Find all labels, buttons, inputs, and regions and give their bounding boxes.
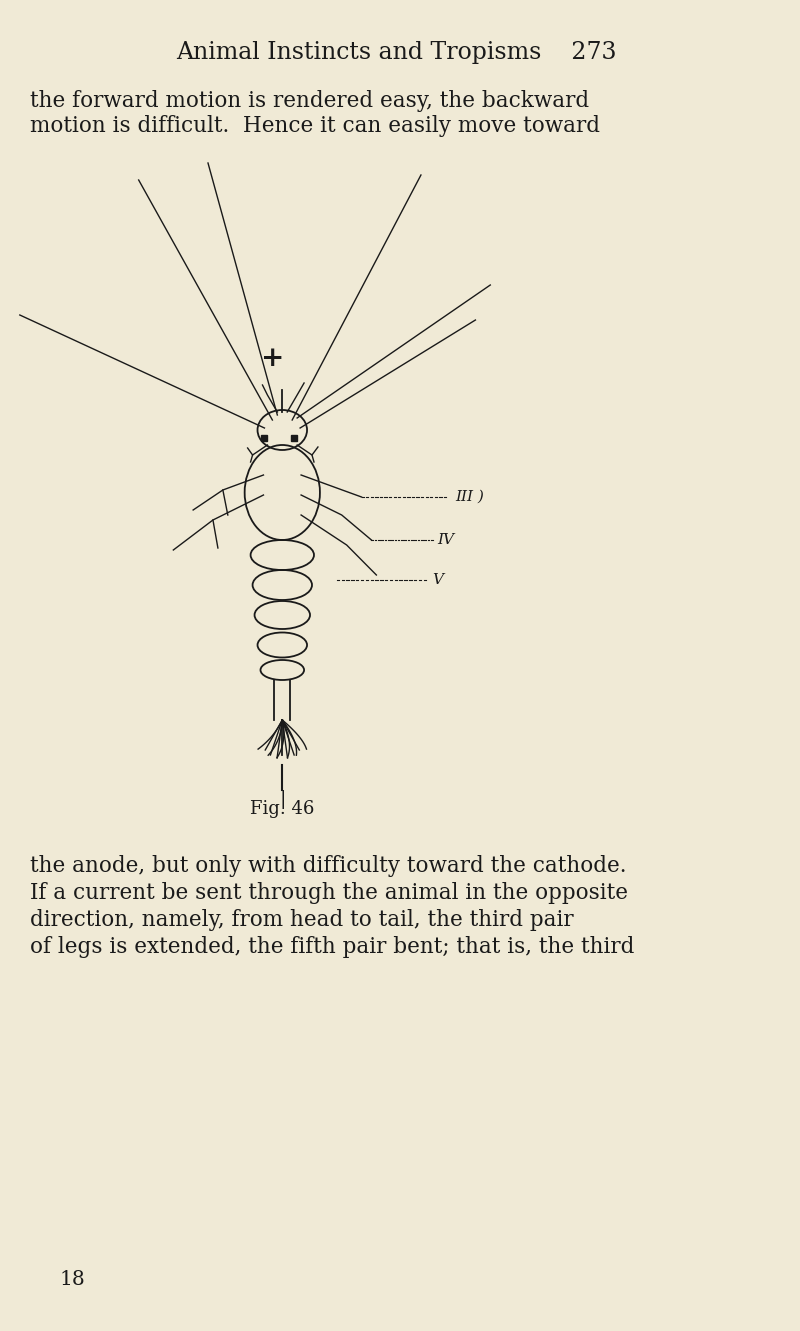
Text: V: V <box>432 574 443 587</box>
Text: motion is difficult.  Hence it can easily move toward: motion is difficult. Hence it can easily… <box>30 114 600 137</box>
Text: Animal Instincts and Tropisms    273: Animal Instincts and Tropisms 273 <box>176 40 617 64</box>
Bar <box>291 435 297 441</box>
Text: |: | <box>279 791 286 809</box>
Text: 18: 18 <box>59 1270 85 1288</box>
Text: If a current be sent through the animal in the opposite: If a current be sent through the animal … <box>30 882 628 904</box>
Bar <box>262 435 267 441</box>
Text: direction, namely, from head to tail, the third pair: direction, namely, from head to tail, th… <box>30 909 574 930</box>
Text: the anode, but only with difficulty toward the cathode.: the anode, but only with difficulty towa… <box>30 855 626 877</box>
Text: IV: IV <box>437 532 454 547</box>
Text: the forward motion is rendered easy, the backward: the forward motion is rendered easy, the… <box>30 91 589 112</box>
Text: of legs is extended, the fifth pair bent; that is, the third: of legs is extended, the fifth pair bent… <box>30 936 634 958</box>
Text: III ): III ) <box>456 490 485 504</box>
Text: +: + <box>261 345 284 371</box>
Text: Fig. 46: Fig. 46 <box>250 800 314 819</box>
